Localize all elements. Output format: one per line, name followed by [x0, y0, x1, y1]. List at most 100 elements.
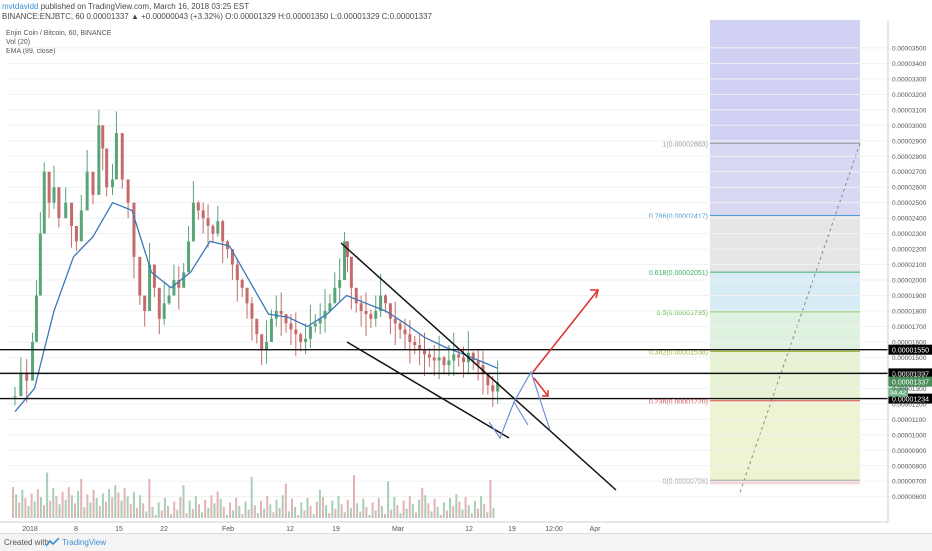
- volume-bar: [442, 502, 445, 518]
- volume-bar: [256, 513, 259, 518]
- volume-bar: [452, 506, 455, 518]
- volume-bar: [297, 515, 300, 518]
- volume-bar: [359, 511, 362, 518]
- volume-bar: [433, 498, 436, 518]
- candle-body: [481, 365, 485, 373]
- volume-bar: [439, 515, 442, 518]
- volume-bar: [334, 508, 337, 518]
- volume-bar: [24, 498, 27, 518]
- volume-bar: [430, 511, 433, 518]
- price-tick-label: 0.00002500: [892, 200, 927, 207]
- tradingview-brand[interactable]: TradingView: [62, 538, 107, 547]
- created-with-label: Created with: [4, 538, 49, 547]
- volume-bar: [219, 498, 222, 518]
- volume-bar: [216, 491, 219, 518]
- horizontal-levels: 0.00001550 0.00001397 0.00001234 0.00001337…: [0, 344, 932, 404]
- candle-body: [196, 202, 200, 211]
- candle-body: [343, 241, 347, 281]
- candle-body: [38, 233, 42, 296]
- volume-bar: [408, 496, 411, 518]
- volume-bar: [315, 501, 318, 518]
- volume-bar: [58, 504, 61, 518]
- candle-body: [379, 295, 383, 312]
- candle-body: [235, 264, 239, 281]
- volume-bar: [123, 488, 126, 518]
- price-tick-label: 0.00001200: [892, 401, 927, 408]
- volume-bar: [185, 513, 188, 518]
- volume-bar: [300, 502, 303, 518]
- fib-level-label: 0.236(0.00001220): [649, 399, 708, 406]
- bullish-arrow: [532, 289, 599, 373]
- fib-zone: [710, 400, 860, 481]
- candle-body: [269, 318, 273, 342]
- bearish-arrow-head: [542, 390, 549, 397]
- tradingview-logo-icon: [46, 538, 60, 547]
- volume-bar: [269, 504, 272, 518]
- volume-bar: [312, 514, 315, 518]
- fib-level-label: 0.382(0.00001538): [649, 350, 708, 357]
- level-tag-mid: [888, 368, 932, 379]
- volume-bar: [89, 502, 92, 518]
- volume-bar: [349, 507, 352, 518]
- publisher-username[interactable]: mvtdavidd: [2, 2, 39, 11]
- candle-body: [471, 352, 475, 361]
- volume-bar: [213, 503, 216, 518]
- bullish-arrow-head: [590, 289, 599, 299]
- footer-bar: Created with TradingView: [0, 533, 932, 551]
- volume-bar: [263, 508, 266, 518]
- volume-bar: [173, 501, 176, 518]
- candle-body: [143, 295, 147, 312]
- candle-body: [398, 323, 402, 330]
- candle-body: [418, 345, 422, 350]
- volume-bar: [405, 508, 408, 518]
- price-chart[interactable]: 1(0.00002883) 0.786(0.00002417) 0.618(0.00…: [0, 0, 932, 532]
- volume-bar: [458, 501, 461, 518]
- volume-bar: [95, 498, 98, 518]
- candle-body: [359, 303, 363, 312]
- volume-bar: [210, 495, 213, 518]
- candle-body: [408, 334, 412, 342]
- candle-body: [294, 329, 298, 335]
- publish-info: published on TradingView.com, March 16, …: [40, 2, 250, 11]
- candle-body: [245, 287, 249, 304]
- volume-bar: [281, 495, 284, 518]
- volume-bar: [449, 497, 452, 518]
- candle-body: [308, 326, 312, 339]
- time-axis: 2018 8 15 22 Feb 12 19 Mar 12 19 12:00 Apr: [0, 521, 888, 532]
- volume-bar: [74, 503, 76, 518]
- volume-bar: [83, 507, 86, 518]
- volume-bar: [486, 512, 489, 518]
- volume-bar: [64, 499, 67, 518]
- volume-bar: [337, 496, 340, 518]
- candle-body: [57, 187, 61, 219]
- candle-body: [97, 125, 101, 195]
- volume-bar: [250, 477, 253, 518]
- volume-bar: [483, 504, 486, 518]
- volume-bar: [111, 497, 114, 518]
- volume-bar: [145, 511, 148, 518]
- price-tick-label: 0.00000600: [892, 494, 927, 501]
- volume-bar: [331, 500, 334, 518]
- candle-body: [167, 295, 171, 304]
- price-tick-label: 0.00003300: [892, 76, 927, 83]
- price-tick-label: 0.00001100: [892, 417, 926, 424]
- price-axis: 0.00003500 0.00003400 0.00003300 0.00003200…: [887, 20, 927, 522]
- candle-body: [91, 171, 95, 195]
- price-tick-label: 0.00002400: [892, 216, 927, 223]
- time-tick-label: 22: [160, 526, 168, 532]
- price-tick-label: 0.00002900: [892, 138, 927, 145]
- candle-body: [250, 303, 254, 319]
- candle-body: [260, 334, 264, 350]
- candle-body: [437, 357, 441, 361]
- candle-body: [476, 360, 480, 366]
- time-tick-label: 12:00: [545, 526, 563, 532]
- time-tick-label: Apr: [590, 526, 602, 532]
- volume-bar: [120, 500, 123, 518]
- candle-body: [255, 318, 259, 335]
- volume-bar: [303, 510, 306, 518]
- candle-body: [452, 354, 456, 361]
- candle-body: [354, 287, 358, 304]
- volume-bar: [411, 504, 414, 518]
- wedge-lower-line: [346, 341, 510, 439]
- volume-bar: [446, 510, 448, 518]
